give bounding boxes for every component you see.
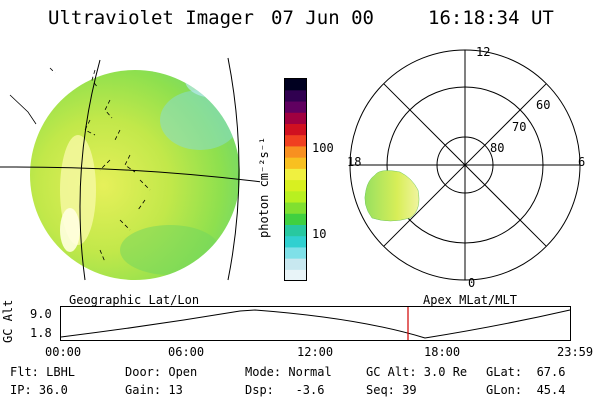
latitude-line	[0, 166, 260, 183]
ip-info: IP: 36.0	[10, 383, 68, 397]
colorbar-stripe	[284, 246, 307, 259]
colorbar	[284, 78, 307, 282]
coastline-fragments	[49, 67, 151, 263]
geographic-image	[0, 57, 260, 281]
glon-info: GLon: 45.4	[486, 383, 566, 397]
meridian-line-right	[227, 57, 240, 281]
colorbar-stripe	[284, 78, 307, 91]
mlt-label-18: 18	[347, 155, 362, 169]
altitude-ytick-top: 9.0	[30, 307, 52, 321]
colorbar-stripe	[284, 224, 307, 237]
filter-info: Flt: LBHL	[10, 365, 76, 379]
lat-label-80: 80	[490, 141, 505, 155]
colorbar-stripe	[284, 235, 307, 248]
auroral-oval	[364, 170, 420, 222]
dsp-info: Dsp: -3.6	[245, 383, 325, 397]
colorbar-stripe	[284, 179, 307, 192]
instrument-title: Ultraviolet Imager	[48, 7, 254, 29]
colorbar-tick-100: 100	[312, 141, 334, 155]
colorbar-stripe	[284, 145, 307, 158]
colorbar-stripe	[284, 157, 307, 169]
colorbar-stripe	[284, 134, 307, 147]
colorbar-stripe	[284, 190, 307, 203]
lat-label-60: 60	[536, 98, 551, 112]
colorbar-stripe	[284, 168, 307, 181]
colorbar-stripe	[284, 201, 307, 214]
polar-plot	[349, 49, 581, 281]
altitude-ylabel: GC Alt	[1, 299, 15, 343]
apex-frame-label: Apex MLat/MLT	[423, 293, 517, 307]
colorbar-stripe	[284, 213, 307, 225]
gc-altitude-info: GC Alt: 3.0 Re	[366, 365, 468, 379]
sequence-info: Seq: 39	[366, 383, 417, 397]
door-info: Door: Open	[125, 365, 198, 379]
altitude-xtick-1800: 18:00	[424, 345, 461, 359]
date-label: 07 Jun 00	[271, 7, 374, 29]
coast-line	[9, 94, 37, 125]
colorbar-stripe	[284, 123, 307, 136]
colorbar-stripe	[284, 258, 307, 270]
colorbar-stripe	[284, 100, 307, 113]
mlt-label-0: 0	[468, 276, 476, 290]
altitude-ytick-bottom: 1.8	[30, 326, 52, 340]
lat-label-70: 70	[512, 120, 527, 134]
colorbar-stripe	[284, 112, 307, 124]
mlt-label-12: 12	[476, 45, 491, 59]
altitude-xtick-2359: 23:59	[557, 345, 594, 359]
mlt-line-diag-2	[383, 83, 547, 247]
gain-info: Gain: 13	[125, 383, 183, 397]
mlt-label-6: 6	[578, 155, 586, 169]
mode-info: Mode: Normal	[245, 365, 332, 379]
colorbar-tick-10: 10	[312, 227, 327, 241]
altitude-xtick-0600: 06:00	[168, 345, 205, 359]
geographic-frame-label: Geographic Lat/Lon	[69, 293, 200, 307]
colorbar-stripe	[284, 269, 307, 282]
altitude-xtick-1200: 12:00	[297, 345, 334, 359]
time-label: 16:18:34 UT	[428, 7, 554, 29]
meridian-line	[79, 59, 101, 281]
colorbar-unit-label: photon cm⁻²s⁻¹	[257, 136, 271, 238]
altitude-curve	[60, 309, 571, 339]
altitude-plot	[60, 306, 571, 341]
colorbar-stripe	[284, 89, 307, 102]
altitude-xtick-0000: 00:00	[45, 345, 82, 359]
glat-info: GLat: 67.6	[486, 365, 566, 379]
